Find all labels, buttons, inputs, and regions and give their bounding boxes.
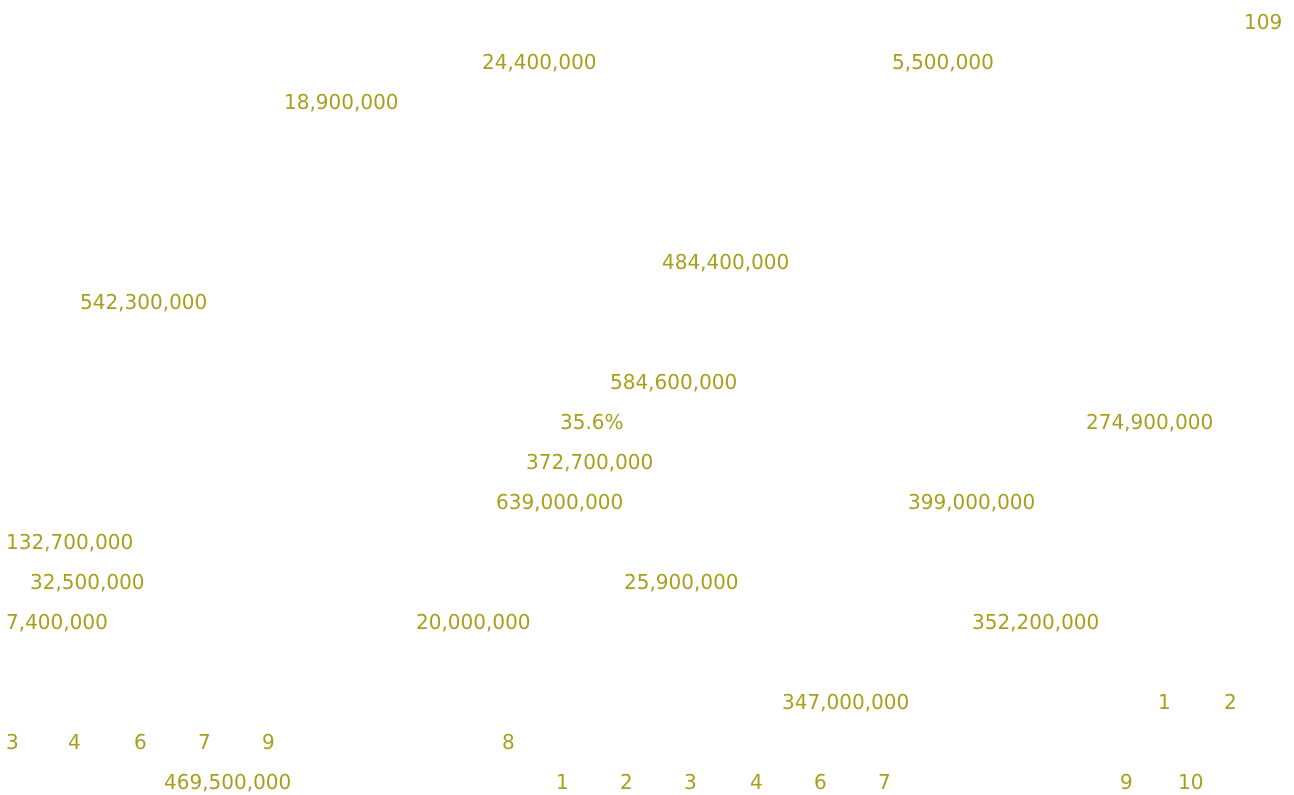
value-label: 5,500,000 bbox=[892, 50, 994, 74]
value-label: 24,400,000 bbox=[482, 50, 597, 74]
rank-label: 3 bbox=[684, 770, 697, 794]
value-label: 484,400,000 bbox=[662, 250, 790, 274]
value-label: 132,700,000 bbox=[6, 530, 134, 554]
rank-label: 7 bbox=[198, 730, 211, 754]
rank-label: 6 bbox=[814, 770, 827, 794]
rank-label: 4 bbox=[750, 770, 763, 794]
rank-label: 7 bbox=[878, 770, 891, 794]
rank-label: 1 bbox=[1158, 690, 1171, 714]
value-label: 542,300,000 bbox=[80, 290, 208, 314]
value-label: 352,200,000 bbox=[972, 610, 1100, 634]
value-label: 469,500,000 bbox=[164, 770, 292, 794]
value-label: 274,900,000 bbox=[1086, 410, 1214, 434]
rank-label: 10 bbox=[1178, 770, 1204, 794]
value-label: 7,400,000 bbox=[6, 610, 108, 634]
rank-label: 8 bbox=[502, 730, 515, 754]
rank-label: 1 bbox=[556, 770, 569, 794]
value-label: 584,600,000 bbox=[610, 370, 738, 394]
rank-label: 2 bbox=[1224, 690, 1237, 714]
percentage-label: 35.6% bbox=[560, 410, 624, 434]
rank-label: 3 bbox=[6, 730, 19, 754]
value-label: 32,500,000 bbox=[30, 570, 145, 594]
rank-label: 4 bbox=[68, 730, 81, 754]
value-label: 639,000,000 bbox=[496, 490, 624, 514]
rank-label: 9 bbox=[262, 730, 275, 754]
value-label: 20,000,000 bbox=[416, 610, 531, 634]
rank-label: 9 bbox=[1120, 770, 1133, 794]
rank-label: 6 bbox=[134, 730, 147, 754]
value-label: 25,900,000 bbox=[624, 570, 739, 594]
rank-label: 2 bbox=[620, 770, 633, 794]
value-label: 399,000,000 bbox=[908, 490, 1036, 514]
value-label: 347,000,000 bbox=[782, 690, 910, 714]
value-label: 109 bbox=[1244, 10, 1283, 34]
value-label: 372,700,000 bbox=[526, 450, 654, 474]
value-label: 18,900,000 bbox=[284, 90, 399, 114]
